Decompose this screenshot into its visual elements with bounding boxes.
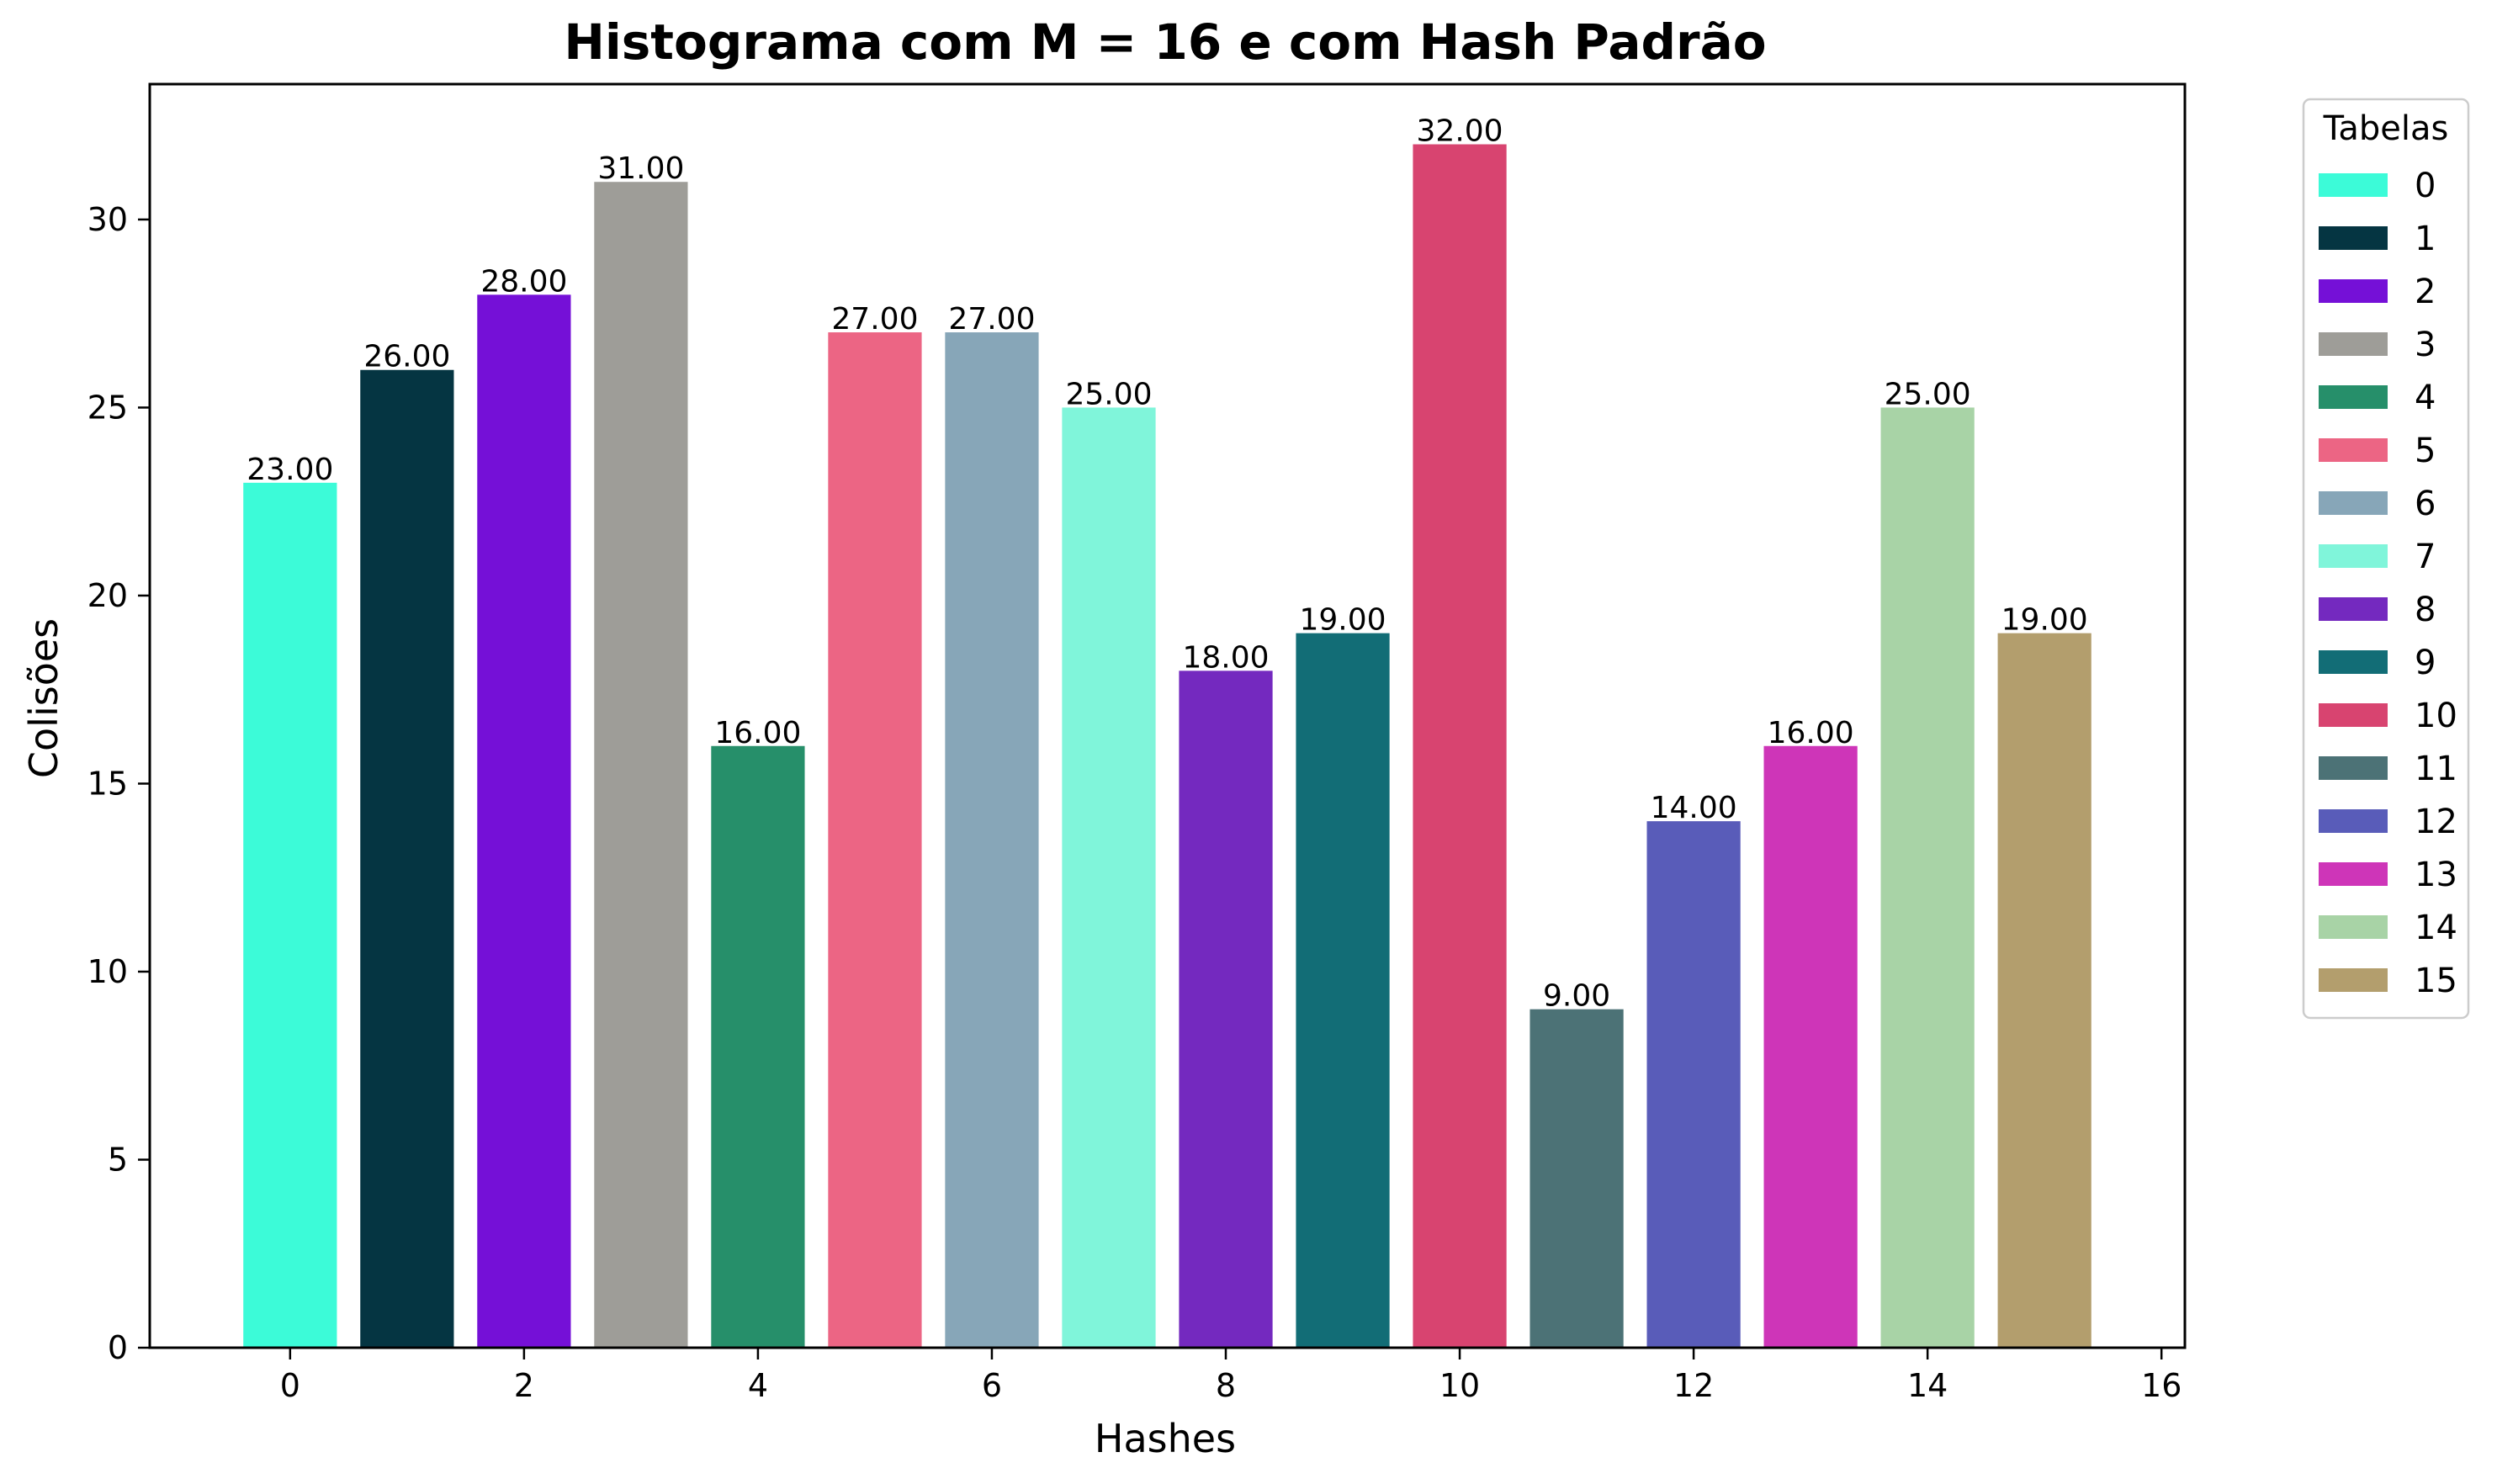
- x-tick-label: 6: [982, 1367, 1002, 1404]
- legend-item-label: 9: [2415, 644, 2436, 682]
- legend-item-label: 12: [2415, 803, 2457, 841]
- bar-value-label: 25.00: [1065, 377, 1152, 411]
- x-tick-label: 12: [1673, 1367, 1714, 1404]
- bar-value-label: 19.00: [2001, 603, 2088, 638]
- bar-11: [1529, 1009, 1624, 1348]
- legend-item-label: 11: [2415, 750, 2457, 788]
- bar-14: [1880, 407, 1975, 1349]
- legend-item-label: 13: [2415, 856, 2457, 894]
- bar-value-label: 19.00: [1300, 603, 1386, 638]
- plot-area: 23.00 26.00 28.00 31.00 16.00 27.00 27.00 25.00…: [87, 114, 2182, 1404]
- bar-7: [1062, 407, 1156, 1349]
- x-tick-label: 16: [2141, 1367, 2182, 1404]
- bar-value-label: 25.00: [1885, 377, 1971, 411]
- axes-frame: [148, 82, 2187, 1349]
- y-tick-label: 0: [108, 1329, 128, 1366]
- legend-swatch-4: [2319, 385, 2388, 409]
- bar-0: [243, 482, 337, 1348]
- x-tick-label: 0: [280, 1367, 300, 1404]
- legend-item-label: 4: [2415, 379, 2436, 417]
- legend-swatch-1: [2319, 226, 2388, 250]
- legend-item-label: 10: [2415, 697, 2457, 735]
- bar-15: [1997, 633, 2091, 1348]
- x-tick-label: 10: [1439, 1367, 1480, 1404]
- y-tick-label: 5: [108, 1141, 128, 1178]
- bar-value-label: 28.00: [480, 264, 567, 299]
- bar-6: [945, 332, 1039, 1349]
- bar-value-label: 31.00: [597, 151, 684, 186]
- bar-value-label: 32.00: [1417, 114, 1503, 149]
- bar-value-label: 26.00: [363, 340, 450, 374]
- bar-value-label: 27.00: [831, 302, 918, 337]
- bar-1: [360, 369, 454, 1349]
- bar-value-label: 18.00: [1182, 640, 1269, 675]
- x-axis-label: Hashes: [1095, 1416, 1236, 1461]
- y-tick-label: 20: [87, 577, 128, 614]
- legend-swatch-7: [2319, 544, 2388, 568]
- bar-value-label: 14.00: [1651, 791, 1737, 825]
- legend-item-label: 8: [2415, 591, 2436, 629]
- legend-title: Tabelas: [2323, 109, 2449, 148]
- legend-swatch-3: [2319, 332, 2388, 356]
- bar-value-label: 16.00: [714, 716, 801, 750]
- legend-item-label: 14: [2415, 909, 2457, 947]
- y-tick-label: 15: [87, 765, 128, 802]
- legend-item-label: 5: [2415, 432, 2436, 470]
- y-tick-label: 10: [87, 953, 128, 990]
- legend-swatch-0: [2319, 173, 2388, 197]
- legend-swatch-14: [2319, 915, 2388, 939]
- y-axis-label: Colisões: [21, 618, 66, 778]
- legend-item-label: 15: [2415, 962, 2457, 1000]
- bar-value-label: 9.00: [1543, 979, 1610, 1014]
- bar-9: [1296, 633, 1390, 1348]
- bar-13: [1763, 745, 1858, 1348]
- legend-swatch-6: [2319, 491, 2388, 515]
- bar-5: [828, 332, 922, 1349]
- legend-item-label: 3: [2415, 326, 2436, 364]
- legend-swatch-15: [2319, 968, 2388, 992]
- x-tick-label: 4: [748, 1367, 768, 1404]
- legend-swatch-5: [2319, 438, 2388, 462]
- y-tick-label: 25: [87, 389, 128, 426]
- x-tick-label: 2: [514, 1367, 534, 1404]
- legend-swatch-2: [2319, 279, 2388, 303]
- x-tick-label: 8: [1216, 1367, 1236, 1404]
- bar-value-label: 27.00: [948, 302, 1035, 337]
- bar-value-label: 16.00: [1768, 716, 1854, 750]
- legend-swatch-13: [2319, 862, 2388, 886]
- legend-swatch-12: [2319, 809, 2388, 833]
- bar-8: [1179, 670, 1273, 1348]
- legend-item-label: 6: [2415, 485, 2436, 523]
- legend-item-label: 7: [2415, 538, 2436, 576]
- legend-swatch-9: [2319, 650, 2388, 674]
- x-tick-label: 14: [1907, 1367, 1948, 1404]
- bar-4: [711, 745, 805, 1348]
- bar-10: [1413, 144, 1507, 1348]
- bar-2: [477, 294, 571, 1348]
- legend-item-label: 0: [2415, 167, 2436, 205]
- legend-swatch-8: [2319, 597, 2388, 621]
- bar-12: [1646, 821, 1741, 1348]
- legend-item-label: 1: [2415, 220, 2436, 258]
- chart-title: Histograma com M = 16 e com Hash Padrão: [564, 13, 1766, 71]
- legend-swatch-10: [2319, 703, 2388, 727]
- bar-3: [594, 182, 688, 1348]
- legend-item-label: 2: [2415, 273, 2436, 311]
- legend-swatch-11: [2319, 756, 2388, 780]
- y-tick-label: 30: [87, 201, 128, 238]
- bar-value-label: 23.00: [247, 453, 333, 487]
